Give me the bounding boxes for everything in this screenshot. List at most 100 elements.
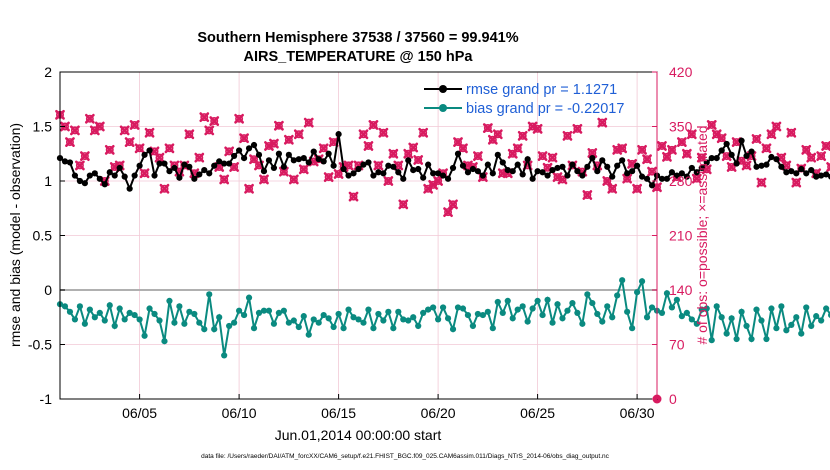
bias-point (345, 306, 352, 313)
x-tick-label: 06/05 (122, 405, 157, 421)
obs-assimilated-marker (676, 137, 687, 147)
obs-assimilated-marker (756, 177, 767, 188)
x-tick-label: 06/30 (620, 405, 655, 421)
bias-point (86, 306, 93, 313)
rmse-point (544, 172, 551, 179)
obs-possible-marker (767, 130, 776, 139)
rmse-point (698, 164, 705, 172)
rmse-point (634, 162, 641, 169)
rmse-point (723, 140, 730, 148)
obs-possible-marker (807, 153, 816, 162)
bias-point (176, 303, 183, 310)
bias-point (121, 316, 128, 323)
rmse-point (499, 159, 506, 166)
obs-assimilated-marker (278, 166, 289, 177)
bias-point (116, 305, 123, 312)
obs-assimilated-marker (716, 133, 727, 144)
bias-point (375, 310, 382, 318)
y-right-tick-label: 210 (669, 228, 693, 244)
bias-point (778, 303, 785, 310)
obs-assimilated-marker (164, 143, 175, 154)
obs-assimilated-marker (209, 116, 220, 126)
bias-point (479, 311, 486, 319)
obs-possible-marker (70, 126, 79, 135)
bias-point (255, 309, 263, 316)
bias-point (708, 337, 715, 344)
bias-point (808, 322, 815, 330)
bias-point (400, 316, 407, 323)
bias-point (444, 315, 452, 322)
obs-assimilated-marker (84, 113, 95, 124)
rmse-point (310, 148, 317, 155)
obs-possible-marker (648, 167, 657, 176)
obs-possible-marker (245, 184, 254, 193)
bias-point (703, 305, 710, 312)
bias-point (410, 314, 417, 321)
rmse-point (71, 172, 79, 179)
obs-possible-marker (707, 120, 716, 129)
obs-possible-marker (822, 141, 830, 150)
bias-point (216, 314, 223, 321)
rmse-point (793, 170, 800, 177)
rmse-point (405, 157, 412, 164)
rmse-point (743, 152, 750, 160)
obs-possible-marker (762, 144, 771, 153)
rmse-point (86, 172, 93, 179)
rmse-point (280, 163, 287, 170)
obs-possible-marker (692, 174, 701, 183)
obs-assimilated-marker (562, 130, 573, 141)
bias-point (141, 332, 148, 339)
obs-assimilated-marker (70, 125, 80, 136)
rmse-point (186, 163, 193, 170)
rmse-point (76, 177, 83, 185)
obs-possible-marker (349, 192, 358, 201)
rmse-point (514, 161, 521, 168)
obs-assimilated-marker (124, 137, 135, 147)
bias-point (763, 335, 770, 343)
rmse-point (569, 161, 576, 168)
obs-possible-marker (125, 138, 134, 147)
rmse-point (449, 164, 457, 172)
bias-point (355, 316, 362, 323)
rmse-point (61, 158, 69, 165)
obs-possible-marker (120, 126, 129, 135)
rmse-point (146, 147, 153, 154)
rmse-point (484, 161, 491, 168)
rmse-point (823, 171, 830, 178)
rmse-point (609, 173, 616, 180)
rmse-point (604, 163, 611, 170)
rmse-point (504, 167, 511, 174)
rmse-point (116, 164, 123, 172)
bias-point (524, 318, 531, 325)
obs-assimilated-marker (602, 176, 613, 186)
data-file-footer: data file: /Users/raeder/DAI/ATM_forcXX/… (201, 453, 610, 460)
x-tick-label: 06/15 (321, 405, 356, 421)
rmse-point (614, 162, 621, 169)
rmse-point (519, 171, 526, 178)
bias-point (589, 299, 596, 307)
y-right-tick-label: 140 (669, 282, 693, 298)
bias-point (360, 319, 367, 326)
rmse-point (758, 162, 765, 169)
obs-assimilated-marker (532, 123, 543, 134)
y-left-tick-label: 0 (44, 282, 52, 298)
rmse-point (335, 131, 342, 138)
rmse-point (733, 160, 740, 167)
bias-point (788, 321, 795, 328)
bias-point (619, 277, 626, 284)
obs-assimilated-marker (94, 121, 105, 132)
obs-possible-marker (75, 161, 84, 170)
rmse-point (678, 170, 685, 177)
rmse-point (181, 161, 188, 168)
obs-possible-marker (573, 124, 582, 133)
bias-point (221, 352, 228, 359)
obs-possible-marker (250, 155, 259, 164)
obs-possible-marker (453, 138, 462, 147)
obs-assimilated-marker (234, 113, 244, 124)
rmse-point (773, 156, 780, 163)
bias-point (265, 307, 273, 314)
y-right-tick-label: 350 (669, 119, 693, 135)
obs-assimilated-marker (642, 154, 652, 165)
legend-rmse-label: rmse grand pr = 1.1271 (466, 82, 617, 98)
obs-possible-marker (409, 143, 418, 152)
